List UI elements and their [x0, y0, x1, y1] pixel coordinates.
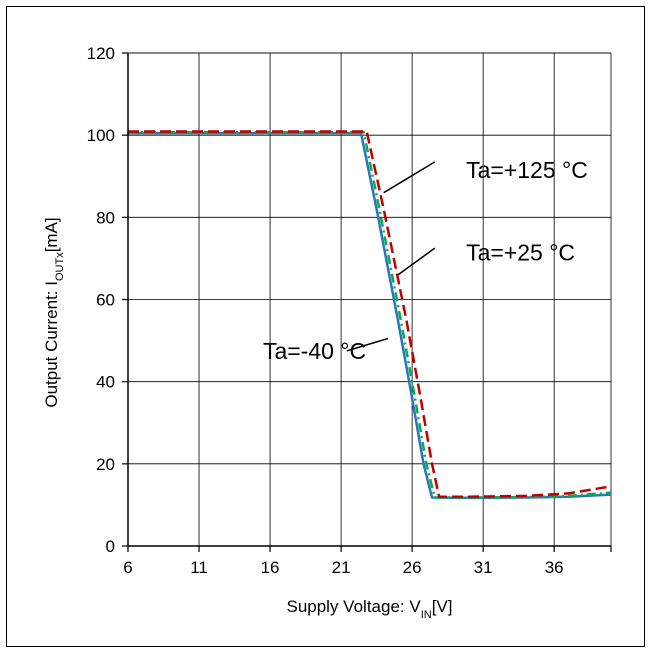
y-tick-label: 40: [96, 373, 115, 392]
axes: [122, 52, 612, 552]
x-axis-title: Supply Voltage: VIN[V]: [286, 597, 452, 621]
y-tick-label: 120: [87, 44, 115, 63]
x-tick-label: 21: [332, 558, 351, 577]
annotation-label: Ta=+125 °C: [466, 157, 588, 183]
series-line: [128, 130, 612, 498]
chart-frame: [6, 6, 645, 647]
x-tick-label: 11: [190, 558, 208, 577]
annotation-label: Ta=-40 °C: [263, 338, 366, 364]
x-tick-label: 26: [403, 558, 422, 577]
series-line: [128, 131, 612, 500]
tick-labels: 6 11 16 21 26 31 36 0 20 40 60 80 100 120: [87, 44, 564, 577]
x-tick-label: 31: [474, 558, 493, 577]
series-lines: [128, 130, 612, 500]
annotation-leader-line: [346, 337, 389, 352]
y-tick-label: 80: [96, 208, 115, 227]
y-axis-title: Output Current: IOUTx[mA]: [42, 217, 66, 407]
x-tick-label: 36: [545, 558, 564, 577]
x-tick-label: 16: [261, 558, 280, 577]
x-tick-label: 6: [123, 558, 132, 577]
annotations: Ta=+125 °C Ta=+25 °C Ta=-40 °C: [263, 157, 588, 364]
y-tick-label: 0: [106, 537, 115, 556]
annotation-leader-line: [397, 247, 436, 276]
series-line: [128, 131, 612, 499]
annotation-leader-line: [383, 161, 436, 194]
y-tick-label: 100: [87, 126, 115, 145]
y-tick-label: 60: [96, 291, 115, 310]
y-tick-label: 20: [96, 455, 115, 474]
annotation-label: Ta=+25 °C: [466, 239, 575, 265]
grid: [128, 52, 612, 546]
